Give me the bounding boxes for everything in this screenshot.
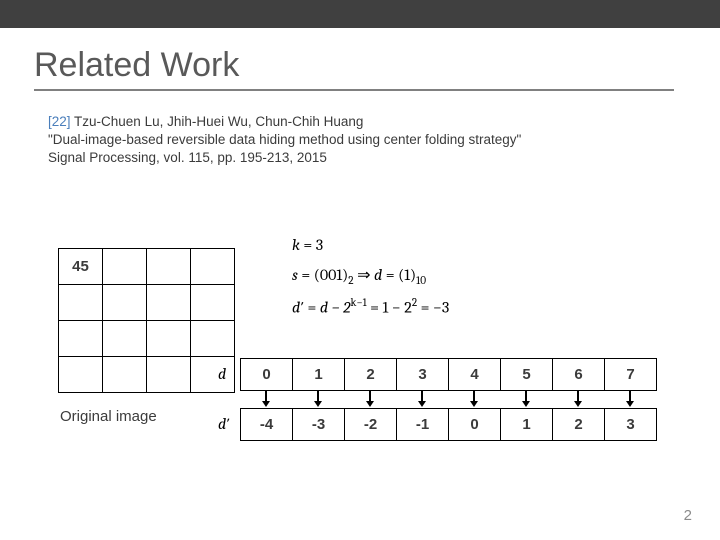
dprime-row: -4 -3 -2 -1 0 1 2 3 (241, 409, 657, 441)
d-cell: 3 (397, 359, 449, 391)
dp-cell: 2 (553, 409, 605, 441)
arrow-icon (473, 390, 475, 403)
arrow-icon (525, 390, 527, 403)
grid-cell-0-0: 45 (59, 249, 103, 285)
equation-dprime: d′ = d − 2k−1 = 1 − 22 = −3 (292, 292, 449, 323)
dprime-exp1: k−1 (351, 296, 367, 309)
arrow-icon (421, 390, 423, 403)
d-row: 0 1 2 3 4 5 6 7 (241, 359, 657, 391)
dp-cell: -3 (293, 409, 345, 441)
grid-cell (147, 357, 191, 393)
dp-cell: -2 (345, 409, 397, 441)
page-title: Related Work (34, 46, 720, 85)
dp-cell: 0 (449, 409, 501, 441)
grid-cell (103, 249, 147, 285)
row-label-dprime: d′ (218, 415, 230, 433)
citation-authors: Tzu-Chuen Lu, Jhih-Huei Wu, Chun-Chih Hu… (71, 114, 364, 129)
grid-cell (103, 285, 147, 321)
equation-s: s = (001)2 ⇒ d = (1)10 (292, 260, 449, 291)
original-image-grid: 45 (58, 248, 235, 393)
grid-cell (147, 321, 191, 357)
dprime-lhs: d − 2 (320, 298, 351, 316)
grid-cell (191, 249, 235, 285)
arrows-container (240, 390, 656, 408)
equations-block: k = 3 s = (001)2 ⇒ d = (1)10 d′ = d − 2k… (292, 230, 449, 323)
arrow-icon (577, 390, 579, 403)
citation-block: [22] Tzu-Chuen Lu, Jhih-Huei Wu, Chun-Ch… (48, 113, 720, 168)
d-cell: 1 (293, 359, 345, 391)
row-label-d: d (218, 365, 226, 383)
dp-cell: 1 (501, 409, 553, 441)
dprime-result: = −3 (417, 298, 449, 316)
arrow-icon (369, 390, 371, 403)
grid-cell (103, 321, 147, 357)
mapping-table-wrap: d d′ 0 1 2 3 4 5 6 7 -4 -3 -2 -1 0 1 2 3 (240, 358, 657, 441)
grid-table: 45 (58, 248, 235, 393)
k-value: 3 (316, 236, 323, 254)
grid-caption: Original image (60, 408, 157, 425)
top-bar (0, 0, 720, 28)
d-cell: 4 (449, 359, 501, 391)
grid-cell (103, 357, 147, 393)
equation-k: k = 3 (292, 230, 449, 260)
d-cell: 2 (345, 359, 397, 391)
dp-cell: -1 (397, 409, 449, 441)
citation-venue: Signal Processing, vol. 115, pp. 195-213… (48, 150, 327, 165)
dprime-base: d (218, 415, 226, 433)
citation-title: "Dual-image-based reversible data hiding… (48, 132, 521, 147)
grid-cell (59, 357, 103, 393)
citation-ref: [22] (48, 114, 71, 129)
dp-cell: 3 (605, 409, 657, 441)
grid-cell (191, 285, 235, 321)
grid-cell (147, 249, 191, 285)
d-base: 10 (416, 275, 426, 288)
arrow-icon (317, 390, 319, 403)
title-underline (34, 89, 674, 91)
d-cell: 6 (553, 359, 605, 391)
dp-cell: -4 (241, 409, 293, 441)
dprime-mid: = 1 − 2 (367, 298, 412, 316)
dprime-prime: ′ (226, 415, 230, 433)
arrow-icon (265, 390, 267, 403)
page-number: 2 (684, 507, 692, 524)
grid-cell (147, 285, 191, 321)
grid-cell (191, 357, 235, 393)
grid-cell (59, 285, 103, 321)
s-base: 2 (348, 275, 353, 288)
d-cell: 7 (605, 359, 657, 391)
grid-cell (191, 321, 235, 357)
d-cell: 0 (241, 359, 293, 391)
arrow-icon (629, 390, 631, 403)
s-binary: (001) (314, 266, 349, 284)
d-decimal: (1) (398, 266, 416, 284)
grid-cell (59, 321, 103, 357)
d-cell: 5 (501, 359, 553, 391)
